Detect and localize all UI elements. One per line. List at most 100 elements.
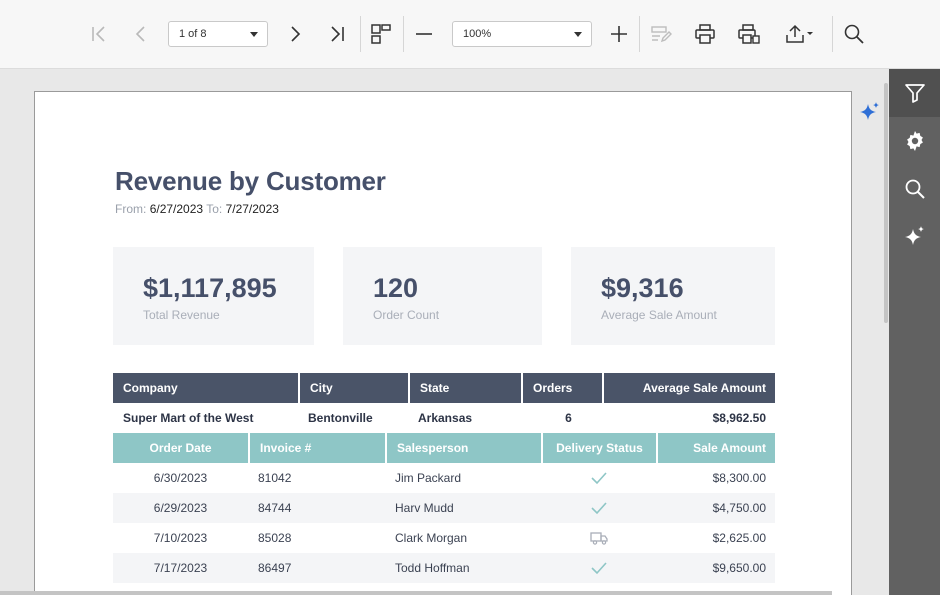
ai-assistant-sparkle-button[interactable] (858, 100, 882, 124)
delivery-status (541, 493, 656, 523)
filter-icon (904, 84, 925, 103)
table-row: 7/17/2023 86497 Todd Hoffman $9,650.00 (113, 553, 775, 583)
order-date: 7/17/2023 (153, 561, 208, 575)
horizontal-scrollbar[interactable] (0, 591, 832, 595)
group-average-sale: $8,962.50 (712, 411, 766, 425)
zoom-select-value: 100% (463, 28, 492, 40)
truck-icon (589, 532, 608, 545)
header-average-sale: Average Sale Amount (602, 373, 775, 403)
header-orders: Orders (521, 373, 602, 403)
header-state: State (408, 373, 521, 403)
search-icon (905, 179, 925, 199)
table-header: Company City State Orders Average Sale A… (113, 373, 775, 403)
kpi-total-revenue: $1,117,895 Total Revenue (113, 247, 314, 345)
from-label: From: (115, 202, 147, 216)
kpi-average-sale: $9,316 Average Sale Amount (571, 247, 775, 345)
first-page-icon (92, 26, 105, 42)
kpi-value: 120 (373, 273, 419, 303)
delivery-status (541, 463, 656, 493)
document-viewport[interactable]: Revenue by Customer From: 6/27/2023 To: … (0, 69, 889, 595)
toolbar-separator (832, 16, 833, 52)
kpi-caption: Average Sale Amount (601, 308, 717, 322)
group-company: Super Mart of the West (123, 411, 254, 425)
toolbar-separator (639, 16, 640, 52)
print-page-icon (738, 24, 760, 44)
delivery-status (541, 523, 656, 553)
invoice-number: 86497 (258, 561, 292, 575)
zoom-select[interactable]: 100% (452, 21, 592, 47)
invoice-number: 81042 (258, 471, 292, 485)
chevron-left-icon (135, 26, 145, 42)
zoom-in-button[interactable] (603, 18, 635, 50)
table-row: 6/29/2023 84744 Harv Mudd $4,750.00 (113, 493, 775, 523)
group-orders: 6 (565, 411, 572, 425)
date-range: From: 6/27/2023 To: 7/27/2023 (115, 202, 279, 216)
first-page-button[interactable] (83, 18, 115, 50)
sale-amount: $2,625.00 (712, 531, 766, 545)
settings-panel-button[interactable] (889, 117, 940, 165)
sale-amount: $4,750.00 (712, 501, 766, 515)
toolbar-separator (360, 16, 361, 52)
header-order-date: Order Date (113, 433, 248, 463)
header-sale-amount: Sale Amount (656, 433, 775, 463)
editing-fields-button[interactable] (645, 18, 677, 50)
sale-amount: $9,650.00 (712, 561, 766, 575)
report-title: Revenue by Customer (115, 166, 386, 196)
print-page-button[interactable] (733, 18, 765, 50)
check-icon (590, 502, 607, 515)
parameters-panel-button[interactable] (889, 69, 940, 117)
invoice-number: 84744 (258, 501, 292, 515)
print-button[interactable] (689, 18, 721, 50)
search-icon (844, 24, 864, 44)
order-date: 6/30/2023 (153, 471, 208, 485)
order-date: 6/29/2023 (153, 501, 208, 515)
gear-icon (906, 131, 923, 151)
grid-view-icon (371, 24, 391, 44)
table-row: 6/30/2023 81042 Jim Packard $8,300.00 (113, 463, 775, 493)
group-row: Super Mart of the West Bentonville Arkan… (113, 403, 775, 433)
ai-panel-button[interactable] (889, 213, 940, 261)
header-salesperson: Salesperson (385, 433, 541, 463)
vertical-scrollbar[interactable] (884, 83, 888, 323)
sale-amount: $8,300.00 (712, 471, 766, 485)
print-icon (695, 24, 715, 44)
search-button[interactable] (838, 18, 870, 50)
last-page-icon (331, 26, 344, 42)
header-company: Company (113, 373, 298, 403)
kpi-caption: Total Revenue (143, 308, 220, 322)
to-label: To: (206, 202, 223, 216)
export-icon (786, 24, 813, 43)
invoice-number: 85028 (258, 531, 292, 545)
search-panel-button[interactable] (889, 165, 940, 213)
side-panel (889, 69, 940, 595)
header-delivery-status: Delivery Status (541, 433, 656, 463)
next-page-button[interactable] (279, 18, 311, 50)
page-select[interactable]: 1 of 8 (168, 21, 268, 47)
multipage-view-button[interactable] (365, 18, 397, 50)
chevron-down-icon (250, 32, 258, 37)
zoom-out-button[interactable] (408, 18, 440, 50)
kpi-value: $9,316 (601, 273, 684, 303)
chevron-right-icon (291, 26, 301, 42)
toolbar: 1 of 8 100% (0, 0, 940, 69)
minus-icon (416, 33, 432, 35)
salesperson: Todd Hoffman (395, 561, 470, 575)
salesperson: Harv Mudd (395, 501, 454, 515)
check-icon (590, 472, 607, 485)
detail-header: Order Date Invoice # Salesperson Deliver… (113, 433, 775, 463)
export-button[interactable] (778, 18, 820, 50)
salesperson: Jim Packard (395, 471, 462, 485)
last-page-button[interactable] (321, 18, 353, 50)
chevron-down-icon (574, 32, 582, 37)
edit-fields-icon (651, 26, 672, 43)
check-icon (590, 562, 607, 575)
sparkle-icon (860, 102, 879, 120)
table-row: 7/10/2023 85028 Clark Morgan $2,625.00 (113, 523, 775, 553)
page-select-value: 1 of 8 (179, 28, 207, 40)
group-state: Arkansas (418, 411, 473, 425)
from-date: 6/27/2023 (149, 202, 204, 216)
previous-page-button[interactable] (125, 18, 157, 50)
delivery-status (541, 553, 656, 583)
order-date: 7/10/2023 (153, 531, 208, 545)
kpi-value: $1,117,895 (143, 273, 277, 303)
